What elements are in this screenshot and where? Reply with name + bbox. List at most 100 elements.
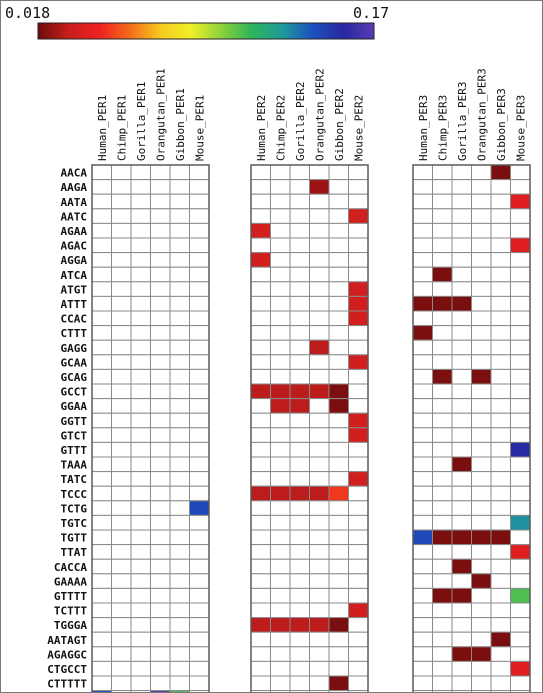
heatmap-cell-empty <box>250 573 271 589</box>
heatmap-cell-empty <box>270 690 291 692</box>
column-label-orangutan_per2: Orangutan_PER2 <box>313 68 326 161</box>
heatmap-cell-empty <box>91 164 112 181</box>
heatmap-cell-empty <box>111 266 132 283</box>
heatmap-cell-empty <box>91 617 112 633</box>
heatmap-cell-empty <box>111 690 132 692</box>
row-label-tggga: TGGGA <box>54 619 87 632</box>
heatmap-cell-empty <box>412 514 433 531</box>
heatmap-cell-empty <box>309 456 330 473</box>
heatmap-cell-empty <box>412 617 433 633</box>
heatmap-cell-filled <box>432 295 453 312</box>
heatmap-cell-empty <box>289 164 310 181</box>
heatmap-cell-empty <box>250 558 271 575</box>
heatmap-cell-empty <box>412 500 433 516</box>
heatmap-cell-empty <box>328 690 349 692</box>
heatmap-cell-empty <box>510 179 531 195</box>
heatmap-cell-empty <box>91 193 112 210</box>
heatmap-cell-empty <box>471 310 492 327</box>
heatmap-cell-empty <box>270 441 291 458</box>
heatmap-cell-empty <box>111 179 132 195</box>
heatmap-cell-empty <box>150 573 171 589</box>
heatmap-cell-empty <box>169 587 190 604</box>
heatmap-cell-empty <box>189 368 210 385</box>
heatmap-cell-empty <box>91 558 112 575</box>
heatmap-cell-filled <box>250 383 271 400</box>
heatmap-cell-empty <box>412 558 433 575</box>
heatmap-cell-empty <box>490 325 511 341</box>
heatmap-cell-empty <box>169 660 190 677</box>
row-label-aatagt: AATAGT <box>47 634 87 647</box>
heatmap-cell-empty <box>471 295 492 312</box>
heatmap-cell-empty <box>111 368 132 385</box>
heatmap-cell-empty <box>169 295 190 312</box>
row-label-tctg: TCTG <box>61 502 88 515</box>
column-label-orangutan_per3: Orangutan_PER3 <box>475 68 488 161</box>
row-label-gcaa: GCAA <box>61 356 88 369</box>
heatmap-cell-empty <box>432 383 453 400</box>
heatmap-cell-empty <box>432 675 453 692</box>
heatmap-cell-empty <box>289 500 310 516</box>
heatmap-cell-empty <box>309 471 330 487</box>
heatmap-cell-empty <box>432 631 453 648</box>
heatmap-cell-empty <box>150 354 171 370</box>
heatmap-cell-empty <box>309 675 330 692</box>
heatmap-cell-empty <box>130 354 151 370</box>
heatmap-cell-filled <box>451 587 472 604</box>
heatmap-cell-filled <box>289 617 310 633</box>
heatmap-cell-empty <box>328 252 349 268</box>
heatmap-cell-empty <box>289 646 310 662</box>
heatmap-cell-empty <box>309 237 330 254</box>
heatmap-cell-empty <box>309 529 330 546</box>
color-scale-max-label: 0.17 <box>353 4 389 22</box>
heatmap-cell-empty <box>91 252 112 268</box>
heatmap-cell-empty <box>490 339 511 356</box>
column-label-gibbon_per3: Gibbon_PER3 <box>495 88 508 161</box>
heatmap-cell-empty <box>91 602 112 619</box>
heatmap-cell-empty <box>451 660 472 677</box>
heatmap-cell-empty <box>289 514 310 531</box>
heatmap-cell-empty <box>471 222 492 239</box>
heatmap-cell-empty <box>189 441 210 458</box>
heatmap-cell-empty <box>130 295 151 312</box>
heatmap-cell-empty <box>289 573 310 589</box>
heatmap-cell-empty <box>451 617 472 633</box>
heatmap-cell-empty <box>169 427 190 443</box>
heatmap-cell-empty <box>111 427 132 443</box>
heatmap-cell-empty <box>111 514 132 531</box>
heatmap-cell-empty <box>169 514 190 531</box>
heatmap-cell-empty <box>250 237 271 254</box>
heatmap-cell-empty <box>471 412 492 429</box>
column-label-gibbon_per2: Gibbon_PER2 <box>333 88 346 161</box>
heatmap-cell-empty <box>150 631 171 648</box>
heatmap-cell-empty <box>91 544 112 560</box>
heatmap-cell-empty <box>111 471 132 487</box>
heatmap-cell-empty <box>250 500 271 516</box>
heatmap-cell-filled <box>348 281 369 297</box>
heatmap-cell-empty <box>250 514 271 531</box>
heatmap-cell-empty <box>150 500 171 516</box>
heatmap-cell-empty <box>412 675 433 692</box>
heatmap-cell-empty <box>270 471 291 487</box>
heatmap-cell-empty <box>348 383 369 400</box>
heatmap-cell-empty <box>250 602 271 619</box>
heatmap-cell-empty <box>490 514 511 531</box>
heatmap-cell-empty <box>91 222 112 239</box>
heatmap-cell-empty <box>289 544 310 560</box>
heatmap-cell-empty <box>130 514 151 531</box>
heatmap-cell-filled <box>328 485 349 502</box>
heatmap-cell-empty <box>471 325 492 341</box>
heatmap-cell-empty <box>432 690 453 692</box>
heatmap-cell-empty <box>348 339 369 356</box>
heatmap-cell-empty <box>328 237 349 254</box>
heatmap-cell-empty <box>289 529 310 546</box>
heatmap-cell-empty <box>348 325 369 341</box>
column-label-mouse_per1: Mouse_PER1 <box>193 95 206 161</box>
heatmap-cell-empty <box>270 412 291 429</box>
heatmap-cell-empty <box>289 602 310 619</box>
heatmap-cell-empty <box>289 675 310 692</box>
row-label-gtttt: GTTTT <box>54 590 87 603</box>
column-label-orangutan_per1: Orangutan_PER1 <box>154 68 167 161</box>
heatmap-cell-empty <box>432 602 453 619</box>
heatmap-cell-empty <box>270 354 291 370</box>
